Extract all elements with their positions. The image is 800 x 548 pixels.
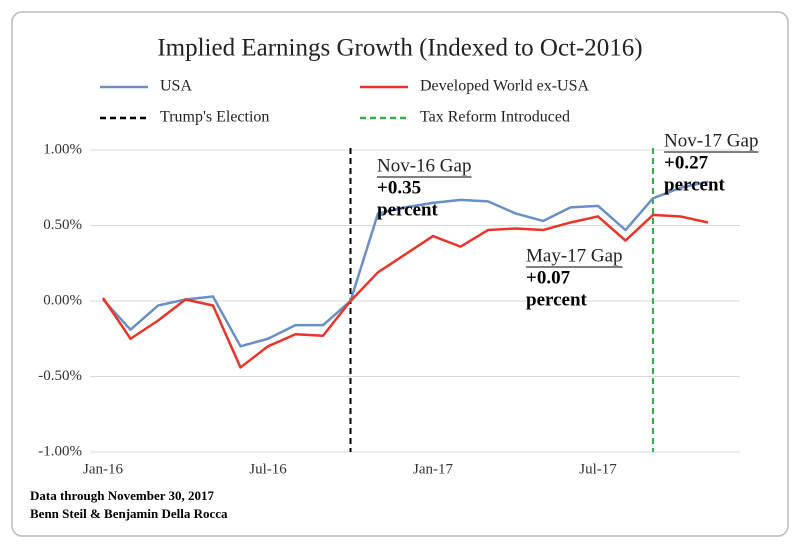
annotation-title: May-17 Gap xyxy=(526,245,623,266)
y-tick-label: 1.00% xyxy=(43,141,82,157)
y-tick-label: -1.00% xyxy=(38,443,82,459)
legend-label: Developed World ex-USA xyxy=(420,78,589,95)
chart-frame xyxy=(11,11,789,537)
y-tick-label: -0.50% xyxy=(38,368,82,384)
series-line xyxy=(101,213,709,369)
y-tick-label: 0.00% xyxy=(43,292,82,308)
y-tick-label: 0.50% xyxy=(43,217,82,233)
series-line xyxy=(102,180,709,348)
chart-title: Implied Earnings Growth (Indexed to Oct-… xyxy=(157,35,642,62)
legend-label: USA xyxy=(160,78,192,95)
x-tick-label: Jan-17 xyxy=(413,461,453,477)
footnote: Benn Steil & Benjamin Della Rocca xyxy=(30,506,228,521)
x-tick-label: Jan-16 xyxy=(83,461,123,477)
legend-label: Tax Reform Introduced xyxy=(420,109,570,126)
legend-label: Trump's Election xyxy=(160,109,269,126)
footnote: Data through November 30, 2017 xyxy=(30,488,215,503)
x-tick-label: Jul-16 xyxy=(249,461,287,477)
annotation-text: percent xyxy=(664,174,726,195)
annotation-title: Nov-17 Gap xyxy=(664,130,758,151)
annotation-text: percent xyxy=(377,199,439,220)
annotation-text: percent xyxy=(526,289,588,310)
annotation-text: +0.07 xyxy=(526,267,571,288)
annotation-text: +0.35 xyxy=(377,177,421,198)
annotation-text: +0.27 xyxy=(664,152,709,173)
x-tick-label: Jul-17 xyxy=(579,461,617,477)
annotation-title: Nov-16 Gap xyxy=(377,155,471,176)
